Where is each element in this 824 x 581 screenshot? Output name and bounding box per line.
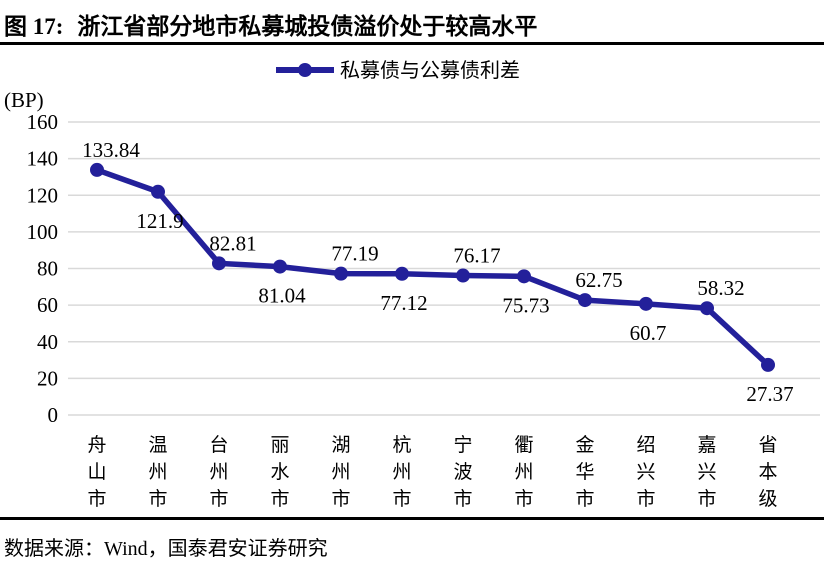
data-point-marker [456, 268, 470, 283]
title-divider [0, 42, 824, 45]
data-point-marker [273, 259, 287, 274]
x-category-label: 宁波市 [453, 434, 472, 510]
data-label: 77.19 [331, 242, 378, 266]
y-tick-label: 80 [37, 257, 58, 281]
x-category-label: 杭州市 [392, 434, 411, 510]
data-point-marker [334, 266, 348, 281]
figure-title-text: 浙江省部分地市私募城投债溢价处于较高水平 [77, 14, 538, 39]
y-tick-label: 140 [27, 147, 59, 171]
y-tick-label: 160 [27, 110, 59, 134]
data-label: 58.32 [697, 276, 744, 300]
legend-marker-icon [298, 63, 312, 77]
line-chart-canvas: 160 140 120 100 80 60 40 20 0 (BP) 私募债与公募债利差 133.84… [4, 59, 820, 510]
figure-number: 图 17: [4, 14, 64, 39]
x-category-label: 金华市 [575, 434, 594, 510]
y-tick-label: 100 [27, 220, 59, 244]
x-category-label: 丽水市 [270, 435, 289, 510]
data-label: 77.12 [380, 291, 427, 315]
chart-bottom-divider [0, 517, 824, 520]
x-category-label: 衢州市 [514, 434, 533, 510]
y-tick-label: 0 [48, 403, 59, 427]
x-category-label: 温州市 [148, 434, 167, 510]
data-point-marker [151, 184, 165, 199]
data-label: 82.81 [209, 231, 256, 255]
data-label: 62.75 [575, 268, 622, 292]
legend-label: 私募债与公募债利差 [340, 59, 520, 82]
data-label: 75.73 [502, 293, 549, 317]
y-tick-label: 40 [37, 330, 58, 354]
x-category-label: 台州市 [209, 434, 228, 510]
figure-title: 图 17: 浙江省部分地市私募城投债溢价处于较高水平 [0, 0, 824, 42]
data-point-marker [639, 296, 653, 311]
data-label: 76.17 [453, 244, 500, 268]
spread-line-chart: 160 140 120 100 80 60 40 20 0 (BP) 私募债与公募债利差 133.84… [0, 45, 824, 517]
y-axis-unit-label: (BP) [4, 88, 44, 112]
data-point-marker [212, 256, 226, 271]
y-tick-label: 20 [37, 366, 58, 390]
data-label: 81.04 [258, 284, 306, 308]
x-category-label: 嘉兴市 [697, 434, 716, 510]
y-tick-label: 120 [27, 183, 59, 207]
y-tick-label: 60 [37, 293, 58, 317]
data-point-marker [761, 357, 775, 372]
data-label: 60.7 [630, 321, 667, 345]
data-point-marker [578, 293, 592, 308]
data-label: 27.37 [746, 382, 793, 406]
x-category-label: 省本级 [758, 434, 777, 510]
data-source-note: 数据来源：Wind，国泰君安证券研究 [4, 538, 328, 560]
x-category-label: 湖州市 [331, 434, 350, 510]
data-label: 121.9 [136, 209, 183, 233]
x-category-label: 绍兴市 [636, 434, 655, 510]
data-point-marker [395, 266, 409, 281]
data-point-marker [700, 301, 714, 316]
series-line [94, 167, 771, 368]
data-point-marker [517, 269, 531, 284]
data-label: 133.84 [82, 138, 140, 162]
x-category-label: 舟山市 [87, 434, 106, 510]
data-point-marker [90, 162, 104, 177]
